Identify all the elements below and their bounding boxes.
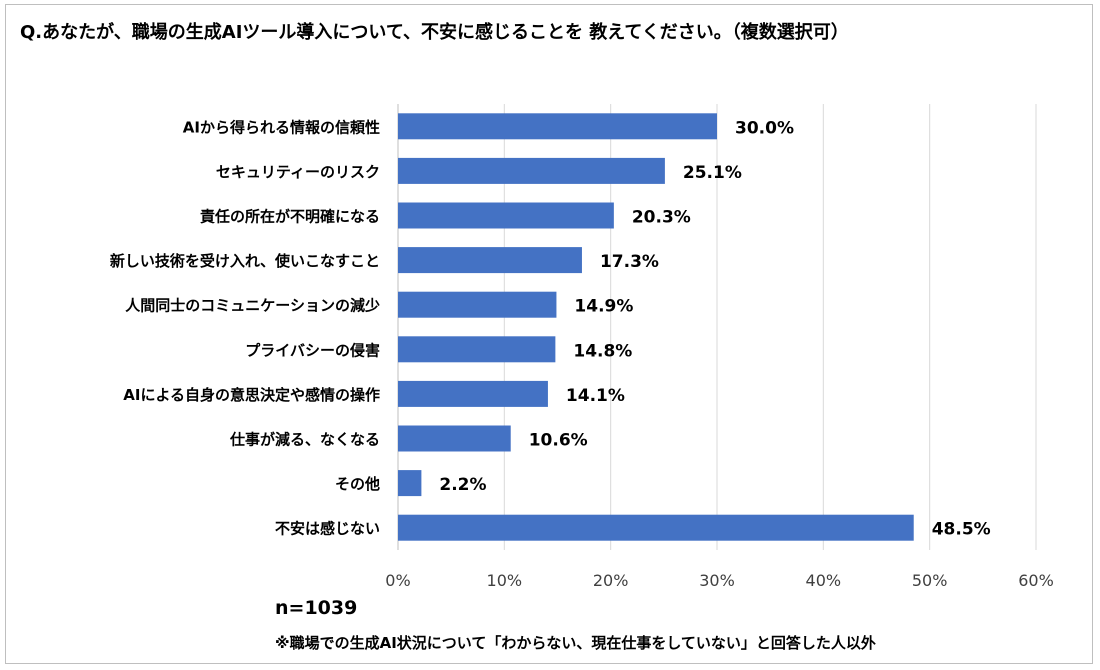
bar — [398, 336, 556, 363]
bar — [398, 470, 422, 497]
value-label: 25.1% — [683, 163, 742, 183]
value-label: 14.8% — [573, 341, 632, 361]
category-label: 新しい技術を受け入れ、使いこなすこと — [110, 252, 380, 270]
bar — [398, 202, 614, 229]
value-label: 14.9% — [574, 297, 633, 317]
value-label: 30.0% — [735, 118, 794, 138]
chart-title: Q.あなたが、職場の生成AIツール導入について、不安に感じることを 教えてくださ… — [20, 22, 849, 43]
category-label: 仕事が減る、なくなる — [229, 431, 380, 449]
bar — [398, 113, 717, 140]
value-label: 17.3% — [600, 252, 659, 272]
value-label: 48.5% — [932, 520, 991, 540]
bar — [398, 425, 511, 452]
category-label: プライバシーの侵害 — [245, 341, 380, 359]
x-tick-label: 60% — [1018, 571, 1054, 590]
category-label: AIによる自身の意思決定や感情の操作 — [123, 386, 380, 404]
value-label: 10.6% — [529, 431, 588, 451]
category-label: 不安は感じない — [275, 520, 380, 538]
bar — [398, 380, 548, 407]
footnote: ※職場での生成AI状況について「わからない、現在仕事をしていない」と回答した人以… — [275, 634, 876, 652]
bar — [398, 157, 665, 184]
x-tick-label: 10% — [487, 571, 523, 590]
bar — [398, 514, 914, 541]
category-label: AIから得られる情報の信頼性 — [183, 118, 380, 136]
bar — [398, 247, 582, 274]
x-tick-label: 0% — [385, 571, 410, 590]
category-label: 責任の所在が不明確になる — [200, 208, 380, 226]
value-label: 14.1% — [566, 386, 625, 406]
x-tick-label: 50% — [912, 571, 948, 590]
x-tick-label: 20% — [593, 571, 629, 590]
sample-size-label: n=1039 — [275, 597, 358, 619]
category-label: 人間同士のコミュニケーションの減少 — [125, 297, 380, 315]
value-label: 2.2% — [439, 475, 486, 495]
x-tick-label: 40% — [806, 571, 842, 590]
category-label: その他 — [335, 475, 380, 493]
value-label: 20.3% — [632, 208, 691, 228]
x-tick-label: 30% — [699, 571, 735, 590]
bar — [398, 291, 557, 318]
category-label: セキュリティーのリスク — [216, 163, 380, 181]
